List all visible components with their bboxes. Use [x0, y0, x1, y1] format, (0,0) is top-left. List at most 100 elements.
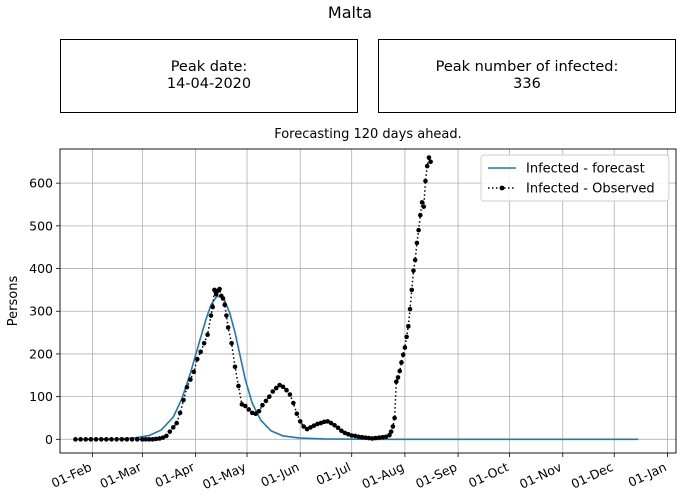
observed-point [143, 437, 149, 442]
observed-point [406, 323, 411, 329]
y-tick-label: 0 [45, 432, 53, 447]
observed-point [325, 419, 330, 424]
observed-point [339, 428, 344, 434]
observed-point [157, 436, 162, 441]
legend-marker [499, 185, 505, 191]
observed-point [98, 437, 104, 442]
observed-point [291, 400, 296, 406]
observed-point [104, 437, 109, 442]
observed-point [297, 419, 303, 424]
observed-point [73, 437, 78, 442]
observed-point [229, 340, 234, 346]
observed-point [140, 437, 145, 442]
observed-point [412, 257, 418, 263]
observed-point [167, 429, 173, 434]
observed-point [395, 375, 401, 380]
observed-point [249, 410, 255, 416]
observed-point [253, 411, 258, 417]
observed-point [184, 384, 190, 390]
x-tick-label: 01-Sep [413, 459, 459, 491]
figure-title: Malta [327, 3, 373, 22]
observed-point [390, 424, 396, 429]
x-tick-label: 01-Jan [626, 459, 669, 490]
observed-point [294, 411, 300, 417]
observed-point [359, 434, 365, 440]
observed-point [212, 287, 217, 293]
legend-label-1: Infected - Observed [526, 182, 655, 197]
observed-point [369, 436, 375, 441]
x-tick-label: 01-Apr [153, 459, 198, 491]
observed-point [397, 368, 403, 374]
observed-point [315, 421, 320, 427]
observed-series-line [75, 154, 432, 441]
observed-point [411, 268, 416, 273]
observed-point [402, 345, 408, 350]
observed-point [414, 240, 420, 246]
peak-date-label: Peak date: [170, 59, 248, 75]
observed-point [373, 435, 379, 441]
observed-point [177, 410, 183, 416]
observed-point [134, 437, 140, 442]
y-tick-label: 200 [29, 346, 53, 361]
legend-box [480, 154, 670, 202]
observed-point [124, 437, 130, 442]
observed-point [170, 425, 176, 430]
observed-point [164, 433, 169, 439]
observed-point [328, 420, 334, 426]
observed-point [146, 437, 152, 442]
observed-point [83, 437, 89, 442]
observed-point [210, 304, 216, 310]
observed-point [418, 212, 423, 218]
observed-point [222, 302, 228, 308]
y-tick-label: 600 [29, 176, 53, 191]
peak-date-value: 14-04-2020 [166, 76, 252, 92]
x-tick-label: 01-Aug [359, 459, 406, 491]
observed-point [407, 306, 413, 312]
observed-point [287, 392, 293, 397]
observed-point [352, 433, 358, 439]
y-axis-label: Persons [6, 276, 21, 327]
observed-point [428, 159, 433, 165]
observed-point [174, 420, 179, 426]
observed-point [217, 286, 222, 292]
y-tick-label: 400 [29, 261, 53, 276]
observed-markers [73, 155, 433, 442]
x-tick-label: 01-May [200, 459, 249, 492]
observed-point [304, 426, 310, 432]
observed-point [273, 385, 279, 391]
peak-infected-value: 336 [513, 76, 541, 92]
observed-point [423, 178, 428, 184]
plot-frame [59, 148, 677, 454]
observed-point [181, 397, 186, 403]
observed-point [277, 382, 282, 388]
observed-point [263, 398, 269, 404]
legend: Infected - forecast Infected - Observed [480, 154, 670, 202]
chart-title: Forecasting 120 days ahead. [274, 127, 462, 142]
peak-date-box: Peak date: 14-04-2020 [60, 39, 358, 113]
observed-point [416, 227, 421, 233]
observed-point [239, 402, 245, 407]
y-tick-label: 500 [29, 218, 53, 233]
observed-point [394, 379, 399, 384]
observed-point [409, 287, 415, 293]
observed-point [78, 437, 83, 442]
y-tick-label: 300 [29, 304, 53, 319]
observed-point [191, 369, 197, 375]
observed-point [419, 200, 425, 205]
observed-point [424, 163, 430, 169]
observed-point [232, 364, 238, 370]
observed-point [400, 352, 406, 358]
observed-point [376, 435, 382, 440]
observed-point [267, 394, 272, 399]
observed-point [388, 429, 394, 434]
observed-point [153, 436, 159, 442]
x-tick-label: 01-Jul [314, 459, 353, 488]
observed-point [421, 204, 427, 209]
observed-point [335, 425, 341, 431]
observed-point [311, 423, 317, 428]
observed-point [301, 424, 306, 429]
peak-infected-box: Peak number of infected: 336 [378, 39, 676, 113]
observed-point [119, 437, 125, 442]
observed-point [356, 434, 361, 440]
